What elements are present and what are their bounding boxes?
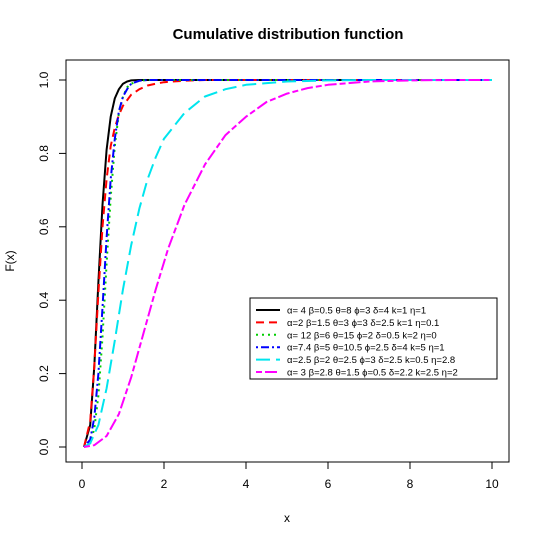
legend-label-4: α=7.4 β=5 θ=10.5 ϕ=2.5 δ=4 k=5 η=1	[287, 343, 445, 354]
y-axis-label: F(x)	[3, 250, 17, 271]
series-line-5	[83, 79, 492, 448]
series-line-1	[83, 79, 492, 448]
x-tick-label: 8	[407, 477, 414, 491]
series-line-6	[83, 79, 492, 448]
legend-label-3: α= 12 β=6 θ=15 ϕ=2 δ=0.5 k=2 η=0	[287, 330, 437, 341]
y-tick-label: 0.0	[37, 438, 51, 455]
y-tick-label: 0.4	[37, 292, 51, 309]
legend-box	[249, 297, 498, 380]
x-tick-label: 4	[243, 477, 250, 491]
x-tick-label: 6	[325, 477, 332, 491]
series-line-3	[83, 79, 492, 448]
series-line-4	[83, 79, 492, 448]
legend-label-1: α= 4 β=0.5 θ=8 ϕ=3 δ=4 k=1 η=1	[287, 306, 426, 317]
legend: α= 4 β=0.5 θ=8 ϕ=3 δ=4 k=1 η=1α=2 β=1.5 …	[249, 297, 498, 380]
y-tick-label: 1.0	[37, 71, 51, 88]
y-axis: 0.0 0.2 0.4 0.6 0.8 1.0	[37, 71, 67, 455]
x-tick-label: 0	[79, 477, 86, 491]
x-tick-label: 10	[485, 477, 499, 491]
legend-label-2: α=2 β=1.5 θ=3 ϕ=3 δ=2.5 k=1 η=0.1	[287, 318, 439, 329]
x-axis: 0 2 4 6 8 10	[79, 461, 499, 491]
y-tick-label: 0.8	[37, 145, 51, 162]
legend-label-5: α=2.5 β=2 θ=2.5 ϕ=3 δ=2.5 k=0.5 η=2.8	[287, 355, 455, 366]
legend-label-6: α= 3 β=2.8 θ=1.5 ϕ=0.5 δ=2.2 k=2.5 η=2	[287, 368, 458, 379]
y-tick-label: 0.6	[37, 218, 51, 235]
plot-frame	[65, 59, 510, 463]
chart-title: Cumulative distribution function	[173, 26, 404, 43]
y-tick-label: 0.2	[37, 365, 51, 382]
series-layer	[83, 79, 492, 448]
x-tick-label: 2	[161, 477, 168, 491]
series-line-2	[83, 79, 492, 448]
x-axis-label: x	[284, 511, 290, 525]
